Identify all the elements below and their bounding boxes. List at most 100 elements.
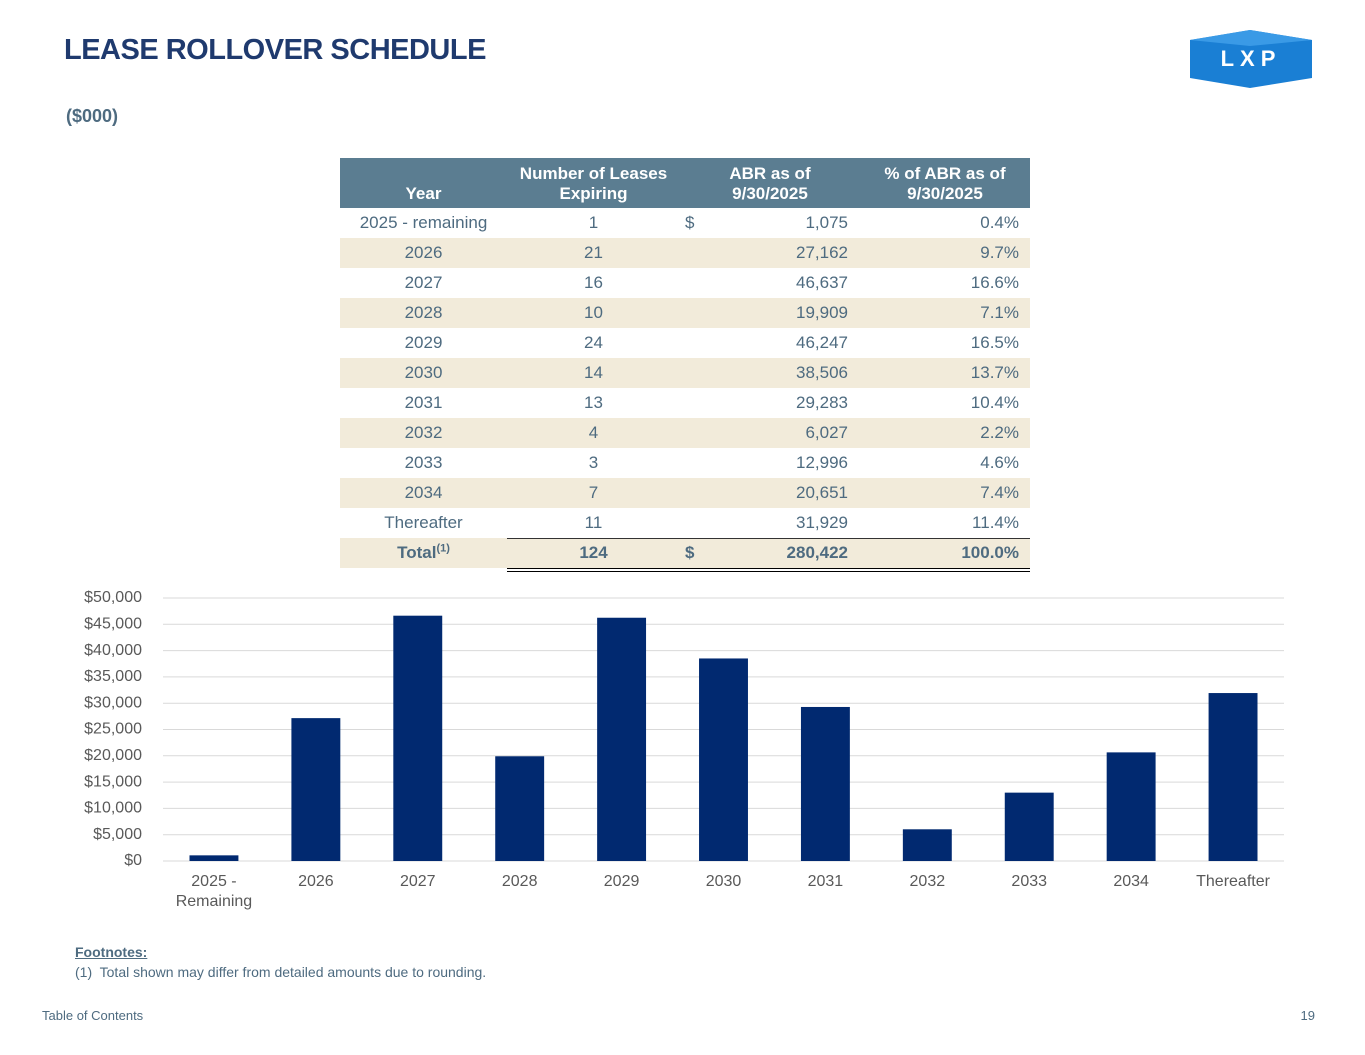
y-tick-label: $45,000 xyxy=(84,616,142,633)
y-tick-label: $50,000 xyxy=(84,589,142,606)
row-bg xyxy=(340,418,1030,448)
y-tick-label: $35,000 xyxy=(84,668,142,685)
year: 2029 xyxy=(404,333,443,352)
abr-pct: 16.5% xyxy=(970,333,1019,352)
units-note: ($000) xyxy=(66,106,119,126)
year: 2028 xyxy=(404,303,443,322)
lease-count: 124 xyxy=(579,543,608,562)
year-cell: 2034 xyxy=(340,478,507,508)
year: 2025 - remaining xyxy=(359,213,488,232)
toc-link[interactable]: Table of Contents xyxy=(42,1008,144,1023)
bar xyxy=(1106,752,1156,861)
logo-shape xyxy=(1190,30,1312,88)
abr: 29,283 xyxy=(796,393,848,412)
bar xyxy=(699,658,748,861)
year-cell: 2026 xyxy=(340,238,507,268)
row-bg xyxy=(340,238,1030,268)
lease-count: 11 xyxy=(584,513,603,532)
total-double-rule xyxy=(507,568,1030,572)
year: 2030 xyxy=(404,363,443,382)
abr-pct: 2.2% xyxy=(980,423,1019,442)
year-cell: 2027 xyxy=(340,268,507,298)
abr: 19,909 xyxy=(796,303,848,322)
bar xyxy=(495,756,545,861)
table-header-text: % of ABR as of 9/30/2025 xyxy=(884,164,1006,203)
x-tick-label: Thereafter xyxy=(1196,873,1270,890)
lease-count: 10 xyxy=(584,303,603,322)
abr: 280,422 xyxy=(786,543,848,562)
lease-count: 21 xyxy=(584,243,603,262)
lease-count: 24 xyxy=(584,333,603,352)
x-tick-label: 2027 xyxy=(399,873,436,890)
year-cell: Total(1) xyxy=(340,538,507,568)
bar xyxy=(800,706,850,861)
abr: 20,651 xyxy=(796,483,848,502)
table-header: Year xyxy=(340,158,507,208)
bar xyxy=(1208,693,1258,861)
year-cell: 2025 - remaining xyxy=(340,208,507,238)
table-header-text: ABR as of 9/30/2025 xyxy=(729,164,811,203)
bar xyxy=(902,829,952,861)
year-cell: 2029 xyxy=(340,328,507,358)
logo: LXP xyxy=(1221,46,1282,71)
y-tick-label: $5,000 xyxy=(93,826,142,843)
x-tick-label: 2029 xyxy=(603,873,640,890)
year: 2031 xyxy=(404,393,443,412)
abr-pct: 4.6% xyxy=(980,453,1019,472)
abr-pct: 7.4% xyxy=(980,483,1019,502)
footnote: (1) Total shown may differ from detailed… xyxy=(75,964,487,980)
lease-count: 14 xyxy=(584,363,603,382)
abr: 46,637 xyxy=(796,273,848,292)
table-header: % of ABR as of 9/30/2025 xyxy=(860,158,1030,208)
table-header: Number of Leases Expiring xyxy=(507,158,680,208)
abr: 46,247 xyxy=(796,333,848,352)
x-tick-label: 2031 xyxy=(807,873,844,890)
y-tick-label: $40,000 xyxy=(84,642,142,659)
year-cell: 2028 xyxy=(340,298,507,328)
year: 2034 xyxy=(404,483,443,502)
lease-count: 3 xyxy=(588,453,599,472)
abr-pct: 10.4% xyxy=(970,393,1019,412)
page-title: LEASE ROLLOVER SCHEDULE xyxy=(64,34,486,66)
y-tick-label: $20,000 xyxy=(84,747,142,764)
year: 2033 xyxy=(404,453,443,472)
year-cell: Thereafter xyxy=(340,508,507,538)
bar xyxy=(597,617,647,861)
lease-count: 16 xyxy=(584,273,603,292)
table-header: ABR as of 9/30/2025 xyxy=(680,158,860,208)
row-bg xyxy=(340,478,1030,508)
abr-pct: 100.0% xyxy=(961,543,1019,562)
abr-pct: 7.1% xyxy=(980,303,1019,322)
abr: 38,506 xyxy=(796,363,848,382)
year: Thereafter xyxy=(384,513,463,532)
abr: 31,929 xyxy=(796,513,848,532)
x-tick-label: 2030 xyxy=(705,873,742,890)
year: 2032 xyxy=(404,423,443,442)
lease-count: 7 xyxy=(588,483,599,502)
x-tick-label: 2033 xyxy=(1011,873,1048,890)
bar xyxy=(393,615,443,861)
abr: 27,162 xyxy=(796,243,848,262)
abr: 1,075 xyxy=(805,213,848,232)
bar xyxy=(189,855,239,861)
y-tick-label: $25,000 xyxy=(84,721,142,738)
year: 2027 xyxy=(404,273,443,292)
x-tick-label: 2034 xyxy=(1113,873,1149,890)
footnote-ref: (1) xyxy=(436,542,450,555)
total-rule xyxy=(507,538,1030,539)
lease-count: 4 xyxy=(588,423,599,442)
currency: $ xyxy=(685,213,695,232)
footnotes-heading: Footnotes: xyxy=(75,944,148,960)
year-cell: 2030 xyxy=(340,358,507,388)
x-tick-label: 2025 - Remaining xyxy=(175,873,253,910)
abr-pct: 0.4% xyxy=(980,213,1019,232)
lease-count: 1 xyxy=(588,213,599,232)
table-header-text: Year xyxy=(405,184,442,203)
y-tick-label: $0 xyxy=(124,852,142,869)
year-cell: 2032 xyxy=(340,418,507,448)
x-tick-label: 2028 xyxy=(501,873,538,890)
x-tick-label: 2032 xyxy=(909,873,946,890)
year: 2026 xyxy=(404,243,443,262)
